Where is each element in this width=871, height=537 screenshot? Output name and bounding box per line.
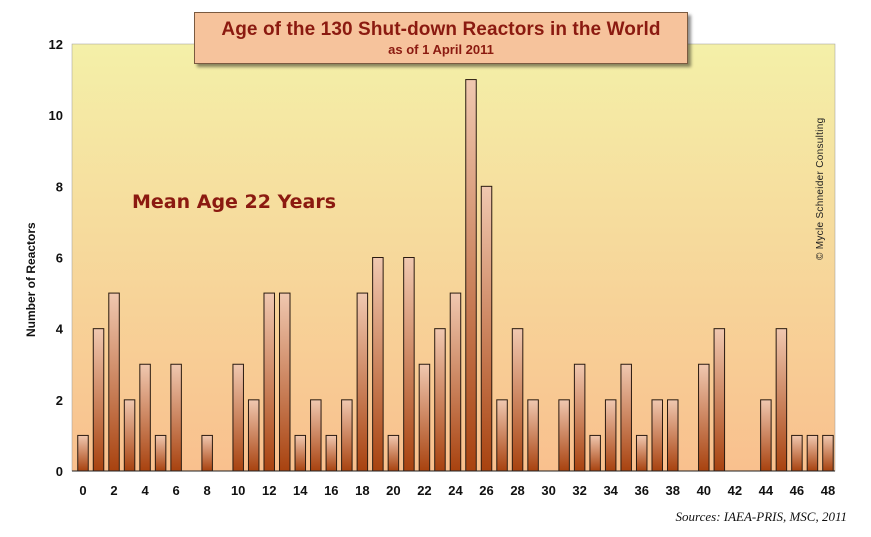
chart-title-box: Age of the 130 Shut-down Reactors in the… <box>194 12 688 64</box>
bar-age-16 <box>325 434 338 472</box>
bar-age-23 <box>434 328 446 472</box>
bar-age-14 <box>294 434 307 472</box>
bar-age-34 <box>604 399 617 472</box>
chart-title: Age of the 130 Shut-down Reactors in the… <box>221 19 661 40</box>
bar-age-35 <box>620 363 632 472</box>
x-tick-label: 32 <box>572 483 586 498</box>
bar-age-12 <box>263 292 275 472</box>
bar-age-40 <box>698 363 710 472</box>
x-tick-label: 38 <box>666 483 680 498</box>
y-tick-label: 8 <box>56 179 63 194</box>
bar-age-25 <box>465 79 477 472</box>
x-tick-label: 10 <box>231 483 245 498</box>
y-axis-ticks: 0 2 4 6 8 10 12 <box>49 37 64 479</box>
x-tick-label: 22 <box>417 483 431 498</box>
x-tick-label: 40 <box>697 483 711 498</box>
x-tick-label: 20 <box>386 483 400 498</box>
bar-age-4 <box>139 363 151 472</box>
bar-age-32 <box>573 363 586 472</box>
bar-age-38 <box>667 399 679 472</box>
source-note: Sources: IAEA-PRIS, MSC, 2011 <box>675 509 847 524</box>
x-tick-label: 2 <box>110 483 117 498</box>
bar-age-26 <box>480 185 493 472</box>
bar-age-0 <box>77 434 89 472</box>
x-tick-label: 42 <box>728 483 742 498</box>
x-tick-label: 18 <box>355 483 369 498</box>
y-tick-label: 4 <box>56 322 64 337</box>
bar-age-17 <box>341 399 353 472</box>
bar-age-48 <box>822 434 834 472</box>
x-tick-label: 14 <box>293 483 308 498</box>
bar-age-24 <box>449 292 462 472</box>
x-tick-label: 8 <box>204 483 211 498</box>
bar-age-41 <box>713 328 726 472</box>
x-tick-label: 36 <box>634 483 648 498</box>
x-tick-label: 30 <box>541 483 555 498</box>
copyright-notice: © Mycle Schneider Consulting <box>815 117 826 261</box>
bar-age-22 <box>418 363 431 472</box>
mean-age-annotation: Mean Age 22 Years <box>132 191 337 213</box>
y-tick-label: 6 <box>56 251 63 266</box>
bar-age-6 <box>170 363 182 472</box>
bar-age-36 <box>635 434 648 472</box>
bar-age-2 <box>108 292 120 472</box>
x-tick-label: 28 <box>510 483 524 498</box>
bar-age-3 <box>123 399 136 472</box>
bar-age-19 <box>372 257 384 472</box>
y-tick-label: 2 <box>56 393 63 408</box>
x-tick-label: 48 <box>821 483 835 498</box>
x-tick-label: 0 <box>79 483 86 498</box>
bar-age-37 <box>651 399 663 472</box>
bar-age-21 <box>403 257 415 472</box>
x-tick-label: 12 <box>262 483 276 498</box>
x-tick-label: 6 <box>173 483 180 498</box>
x-tick-label: 46 <box>790 483 804 498</box>
x-tick-label: 4 <box>141 483 149 498</box>
bar-age-18 <box>356 292 369 472</box>
bar-age-1 <box>92 328 105 472</box>
x-tick-label: 44 <box>759 483 774 498</box>
x-tick-label: 16 <box>324 483 338 498</box>
bar-age-28 <box>511 328 524 472</box>
x-tick-label: 26 <box>479 483 493 498</box>
bar-age-13 <box>279 292 291 472</box>
bar-age-5 <box>154 434 167 472</box>
bar-age-47 <box>806 434 819 472</box>
bar-age-44 <box>760 399 772 472</box>
x-tick-label: 24 <box>448 483 463 498</box>
y-axis-label: Number of Reactors <box>24 222 38 337</box>
x-tick-label: 34 <box>603 483 618 498</box>
bar-age-11 <box>247 399 260 472</box>
bars <box>77 79 834 472</box>
bar-age-20 <box>387 434 400 472</box>
y-tick-label: 10 <box>49 108 63 123</box>
bar-age-8 <box>201 434 213 472</box>
bar-age-15 <box>310 399 322 472</box>
y-tick-label: 0 <box>56 464 63 479</box>
bar-age-46 <box>791 434 803 472</box>
bar-age-27 <box>496 399 508 472</box>
bar-age-29 <box>527 399 539 472</box>
bar-age-33 <box>589 434 601 472</box>
y-tick-label: 12 <box>49 37 63 52</box>
bar-age-31 <box>558 399 570 472</box>
bar-age-45 <box>775 328 788 472</box>
chart-subtitle: as of 1 April 2011 <box>388 42 494 57</box>
bar-age-10 <box>232 363 244 472</box>
x-axis-ticks: 0 2 4 6 8 10 12 14 16 18 20 22 24 26 28 30 32 34 36 38 40 42 4… <box>79 483 835 498</box>
